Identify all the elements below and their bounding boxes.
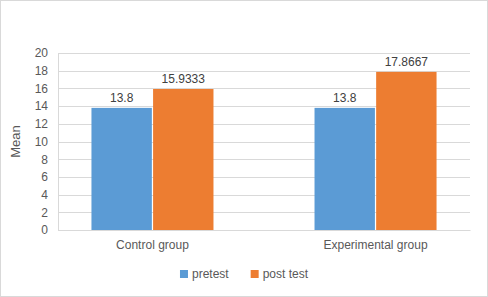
y-tick-label: 0 xyxy=(41,223,48,237)
bar xyxy=(315,108,375,230)
bars xyxy=(91,72,436,230)
grid-line xyxy=(58,230,470,231)
bar xyxy=(91,108,151,230)
y-tick: 12 xyxy=(35,117,58,131)
y-tick: 20 xyxy=(35,46,58,60)
data-label: 17.8667 xyxy=(385,55,429,69)
legend-label: pretest xyxy=(192,267,229,281)
data-labels: 13.8 13.8 15.9333 17.8667 xyxy=(110,55,428,105)
bar xyxy=(153,89,213,230)
y-tick-label: 14 xyxy=(35,99,49,113)
grid-line xyxy=(58,53,470,54)
y-axis-title: Mean xyxy=(8,125,23,158)
x-axis-line xyxy=(59,230,471,231)
x-tick-label: Experimental group xyxy=(324,238,428,252)
y-tick: 4 xyxy=(41,188,58,202)
y-tick: 14 xyxy=(35,99,58,113)
legend: pretest post test xyxy=(180,267,309,281)
y-tick: 8 xyxy=(41,153,58,167)
y-tick-label: 20 xyxy=(35,46,49,60)
legend-swatch xyxy=(251,270,259,278)
y-tick: 10 xyxy=(35,135,58,149)
plot-area: 0 2 4 6 8 10 12 14 16 18 20 Control group Experiment… xyxy=(35,46,471,251)
y-tick: 18 xyxy=(35,64,58,78)
y-tick: 6 xyxy=(41,170,58,184)
data-label: 15.9333 xyxy=(162,72,206,86)
data-label: 13.8 xyxy=(110,91,134,105)
grid-line xyxy=(58,71,470,72)
x-axis: Control group Experimental group xyxy=(59,230,471,252)
y-tick-label: 12 xyxy=(35,117,49,131)
y-tick: 2 xyxy=(41,206,58,220)
y-axis-line xyxy=(58,54,59,231)
data-label: 13.8 xyxy=(333,91,357,105)
grid xyxy=(58,54,470,231)
y-tick-label: 8 xyxy=(41,153,48,167)
y-tick-label: 16 xyxy=(35,82,49,96)
x-tick-label: Control group xyxy=(116,238,189,252)
y-tick-label: 2 xyxy=(41,206,48,220)
y-tick: 0 xyxy=(41,223,58,237)
legend-swatch xyxy=(180,270,188,278)
x-tick: Control group xyxy=(116,230,189,252)
chart: 0 2 4 6 8 10 12 14 16 18 20 Control group Experiment… xyxy=(0,0,488,297)
y-tick-label: 6 xyxy=(41,170,48,184)
legend-label: post test xyxy=(263,267,309,281)
y-tick: 16 xyxy=(35,82,58,96)
y-axis: 0 2 4 6 8 10 12 14 16 18 20 xyxy=(35,46,59,237)
bar xyxy=(376,72,436,230)
y-tick-label: 4 xyxy=(41,188,48,202)
y-tick-label: 10 xyxy=(35,135,49,149)
chart-frame xyxy=(1,1,488,297)
x-tick: Experimental group xyxy=(324,230,428,252)
y-tick-label: 18 xyxy=(35,64,49,78)
